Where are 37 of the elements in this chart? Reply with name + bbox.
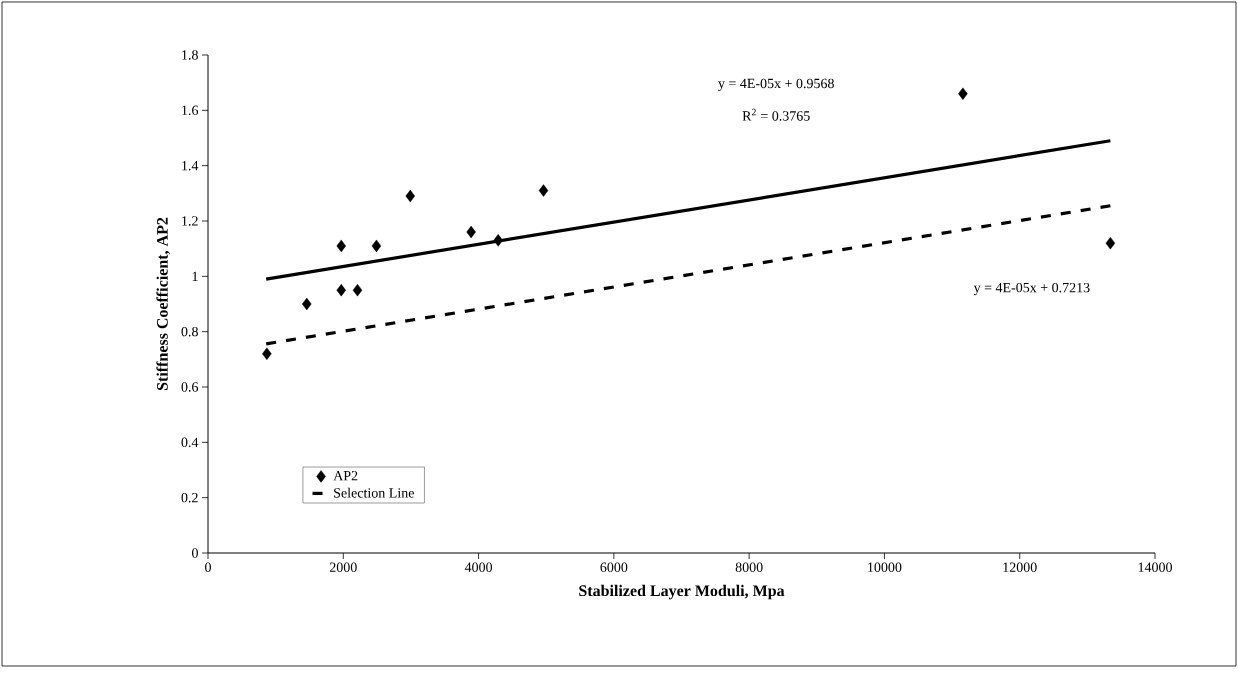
point (336, 283, 346, 297)
x-tick-label: 0 (205, 562, 211, 572)
point (958, 87, 968, 100)
x-tick-label: 4000 (464, 562, 493, 572)
y-tick-label: 0.2 (181, 492, 198, 503)
x-tick-label: 10000 (868, 562, 902, 572)
y-tick-label: 0.8 (181, 326, 198, 337)
point (1105, 236, 1116, 250)
legend-label: Selection Line (334, 487, 414, 498)
point (405, 189, 415, 203)
y-tick-label: 1.8 (182, 50, 198, 60)
y-axis-title: Stiffness Coefficient, AP2 (156, 217, 171, 391)
legend-label: AP2 (333, 471, 358, 481)
annotation: y = 4E-05x + 0.7213 (973, 282, 1090, 296)
y-tick-label: 0 (192, 548, 198, 558)
point (466, 225, 476, 239)
y-tick-label: 1 (192, 271, 198, 281)
point (336, 239, 346, 253)
y-tick-label: 0.4 (181, 437, 199, 448)
y-tick-label: 1.4 (182, 160, 199, 171)
x-tick-label: 6000 (600, 562, 628, 572)
y-tick-label: 0.6 (181, 382, 199, 392)
x-tick-label: 2000 (329, 562, 357, 572)
point (302, 297, 312, 311)
x-tick-label: 14000 (1138, 562, 1172, 572)
y-tick-label: 1.2 (182, 216, 198, 226)
x-axis-title: Stabilized Layer Moduli, Mpa (579, 584, 785, 600)
y-tick-label: 1.6 (182, 105, 199, 116)
annotation: y = 4E-05x + 0.9568 (718, 78, 834, 92)
point (493, 234, 503, 247)
point (371, 239, 382, 253)
point (352, 283, 363, 297)
point (538, 184, 549, 197)
annotation: R$^{2}$ = 0.3765 (742, 108, 810, 121)
x-tick-label: 8000 (735, 562, 763, 572)
x-tick-label: 12000 (1003, 562, 1037, 572)
point (262, 347, 272, 360)
